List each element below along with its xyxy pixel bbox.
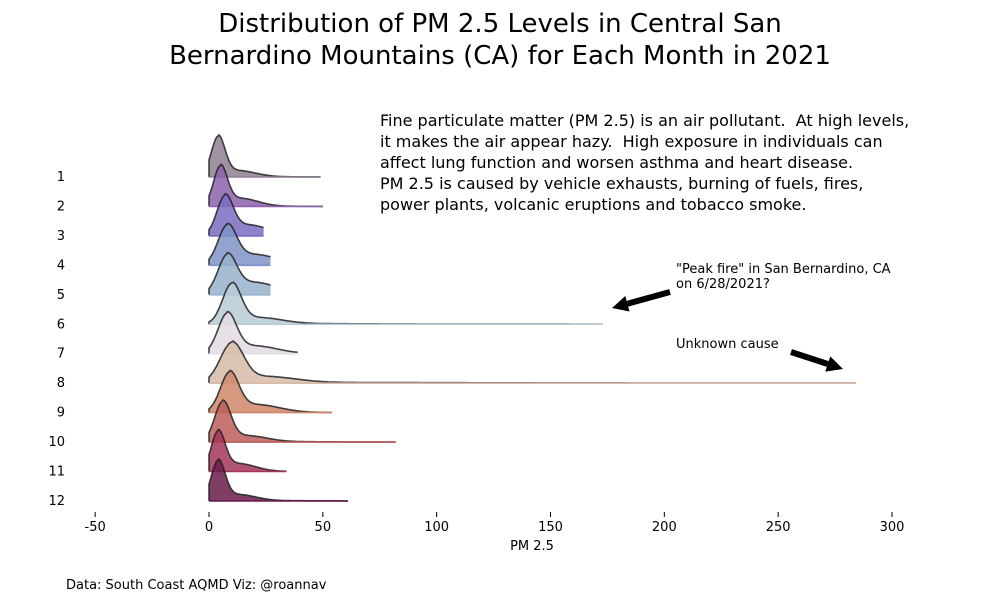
x-tick-label-250: 250 [766, 520, 791, 535]
month-label-12: 12 [48, 494, 65, 509]
data-credit: Data: South Coast AQMD Viz: @roannav [66, 578, 327, 593]
month-label-10: 10 [48, 435, 65, 450]
month-label-5: 5 [57, 288, 65, 303]
arrow-unknown-cause [790, 349, 843, 372]
ridge-outline-5 [208, 252, 271, 295]
x-tick-label--50: -50 [85, 520, 106, 535]
annotation-unknown-cause: Unknown cause [676, 337, 779, 352]
month-label-8: 8 [57, 376, 65, 391]
x-tick-label-50: 50 [315, 520, 332, 535]
x-tick-label-300: 300 [880, 520, 905, 535]
month-label-6: 6 [57, 317, 65, 332]
ridge-fill-9 [209, 370, 332, 413]
month-label-3: 3 [57, 229, 65, 244]
chart-title-line1: Distribution of PM 2.5 Levels in Central… [218, 9, 782, 39]
ridge-month-12 [208, 457, 348, 502]
ridge-fill-5 [209, 252, 271, 295]
info-note: Fine particulate matter (PM 2.5) is an a… [380, 111, 910, 214]
month-label-9: 9 [57, 406, 65, 421]
annotation-peak-fire: "Peak fire" in San Bernardino, CA on 6/2… [676, 262, 891, 292]
ridge-fill-11 [209, 429, 287, 472]
month-label-11: 11 [48, 465, 65, 480]
ridge-fill-10 [209, 400, 396, 443]
ridge-month-10 [208, 399, 396, 443]
ridge-outline-11 [208, 428, 287, 473]
x-tick-label-150: 150 [538, 520, 563, 535]
chart-title: Distribution of PM 2.5 Levels in Central… [0, 8, 1000, 72]
arrow-peak-fire [612, 289, 671, 312]
ridge-month-8 [208, 340, 856, 384]
chart-title-line2: Bernardino Mountains (CA) for Each Month… [169, 41, 831, 71]
ridge-fill-6 [209, 282, 603, 325]
ridge-outline-4 [208, 222, 271, 266]
ridge-month-6 [208, 281, 603, 326]
arrow-unknown-cause-shaft [790, 349, 829, 367]
ridge-fill-4 [209, 223, 271, 266]
arrow-peak-fire-shaft [626, 289, 671, 307]
month-label-7: 7 [57, 347, 65, 362]
x-axis-label: PM 2.5 [510, 539, 554, 554]
month-label-1: 1 [57, 170, 65, 185]
ridge-fill-12 [209, 458, 348, 501]
month-label-4: 4 [57, 258, 65, 273]
arrow-peak-fire-head [612, 296, 630, 312]
x-tick-label-200: 200 [652, 520, 677, 535]
ridge-outline-3 [208, 193, 264, 236]
ridge-outline-7 [208, 310, 298, 354]
arrow-unknown-cause-head [825, 356, 843, 372]
month-label-2: 2 [57, 199, 65, 214]
ridge-fill-8 [209, 341, 856, 384]
x-tick-label-0: 0 [205, 520, 213, 535]
ridge-month-3 [208, 193, 264, 237]
x-tick-label-100: 100 [424, 520, 449, 535]
